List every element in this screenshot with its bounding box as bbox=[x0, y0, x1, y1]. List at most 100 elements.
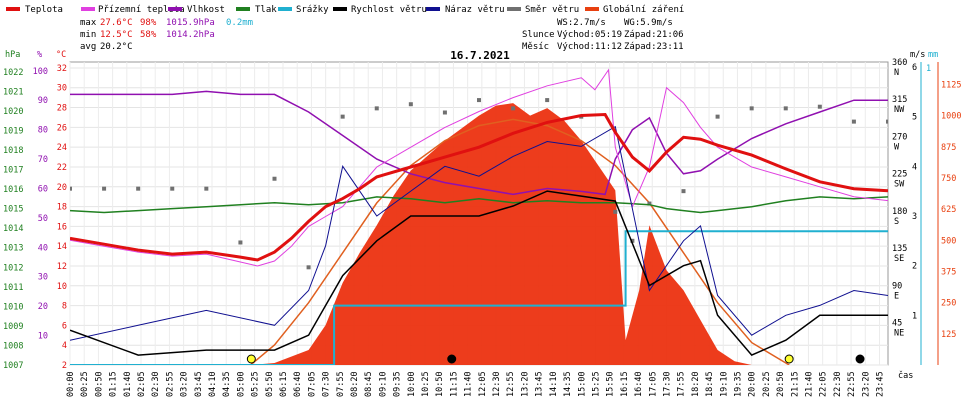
tick-time: 19:35 bbox=[733, 371, 743, 397]
legend-swatch-wind-direction bbox=[507, 7, 521, 11]
series-wind-direction-point bbox=[204, 186, 209, 191]
tick-time: 06:40 bbox=[293, 371, 303, 397]
series-wind-gust bbox=[70, 125, 888, 341]
series-humidity bbox=[70, 90, 888, 196]
tick-celsius: 32 bbox=[57, 64, 67, 74]
tick-time: 15:00 bbox=[577, 371, 587, 397]
tick-celsius: 2 bbox=[62, 361, 67, 371]
tick-percent: 10 bbox=[38, 332, 48, 342]
series-radiation bbox=[70, 103, 888, 365]
legend-pressure: Tlak bbox=[236, 5, 277, 15]
tick-wm2: 875 bbox=[941, 143, 956, 153]
axis-unit-hpa: hPa bbox=[5, 50, 20, 60]
stat-max-label: max bbox=[80, 18, 97, 28]
legend-swatch-radiation bbox=[585, 7, 599, 11]
tick-time: 10:25 bbox=[421, 371, 431, 397]
axis-unit-celsius: °C bbox=[56, 50, 66, 60]
tick-hpa: 1018 bbox=[3, 146, 23, 156]
series-wind-direction-point bbox=[408, 102, 413, 107]
stat-min-label: min bbox=[80, 30, 96, 40]
tick-celsius: 14 bbox=[57, 242, 67, 252]
legend-swatch-rain bbox=[278, 7, 292, 11]
tick-time: 09:35 bbox=[393, 371, 403, 397]
tick-time: 09:10 bbox=[378, 371, 388, 397]
tick-direction-deg: 225 bbox=[892, 170, 907, 180]
stat-avg-label: avg bbox=[80, 42, 96, 52]
tick-direction-name: E bbox=[894, 291, 899, 301]
tick-percent: 60 bbox=[38, 184, 48, 194]
tick-mm: 1 bbox=[926, 64, 931, 74]
tick-celsius: 16 bbox=[57, 222, 67, 232]
series-rain bbox=[70, 230, 888, 365]
tick-hpa: 1014 bbox=[3, 224, 23, 234]
tick-direction-deg: 315 bbox=[892, 95, 907, 105]
legend-label-pressure: Tlak bbox=[255, 5, 277, 15]
tick-time: 03:20 bbox=[180, 371, 190, 397]
tick-time: 04:10 bbox=[208, 371, 218, 397]
tick-time: 19:10 bbox=[719, 371, 729, 397]
stats-block: max 27.6°C 98% 1015.9hPa 0.2mm min 12.5°… bbox=[80, 18, 253, 52]
tick-wm2: 125 bbox=[941, 330, 956, 340]
series-wind-direction-point bbox=[783, 106, 788, 111]
tick-hpa: 1007 bbox=[3, 361, 23, 371]
stat-min-temp: 12.5°C bbox=[100, 30, 133, 40]
tick-direction-deg: 270 bbox=[892, 132, 907, 142]
axis-unit-mm: mm bbox=[928, 50, 938, 60]
tick-time: 11:40 bbox=[464, 371, 474, 397]
series-wind-direction-point bbox=[630, 238, 635, 243]
marker-sunrise bbox=[246, 354, 256, 364]
series-wind-direction-point bbox=[136, 186, 141, 191]
info-moonset: Západ:23:11 bbox=[624, 42, 684, 52]
series-wind-direction-point bbox=[340, 114, 345, 119]
tick-time: 02:55 bbox=[165, 371, 175, 397]
legend: Teplota Přízemní teplota Vlhkost Tlak Sr… bbox=[6, 5, 684, 15]
info-wg: WG:5.9m/s bbox=[624, 18, 673, 28]
tick-time: 01:15 bbox=[109, 371, 119, 397]
tick-percent: 90 bbox=[38, 96, 48, 106]
series-wind-direction-point bbox=[613, 209, 618, 214]
info-moon: Měsíc bbox=[522, 42, 549, 52]
tick-time: 21:15 bbox=[790, 371, 800, 397]
stat-min-press: 1014.2hPa bbox=[166, 30, 215, 40]
info-sun: Slunce bbox=[522, 30, 555, 40]
legend-swatch-humidity bbox=[168, 7, 182, 11]
axis-unit-percent: % bbox=[37, 50, 42, 60]
tick-wm2: 625 bbox=[941, 205, 956, 215]
tick-ms: 6 bbox=[912, 63, 917, 73]
tick-time: 01:40 bbox=[123, 371, 133, 397]
legend-swatch-wind-gust bbox=[426, 7, 440, 11]
series-wind-direction-point bbox=[681, 189, 686, 194]
series-wind-direction-point bbox=[238, 240, 243, 245]
tick-hpa: 1009 bbox=[3, 322, 23, 332]
legend-wind-speed: Rychlost větru bbox=[333, 5, 427, 15]
tick-time: 14:35 bbox=[563, 371, 573, 397]
tick-ms: 1 bbox=[912, 311, 917, 321]
tick-time: 18:45 bbox=[705, 371, 715, 397]
legend-label-radiation: Globální záření bbox=[603, 5, 684, 15]
tick-wm2: 1000 bbox=[941, 112, 961, 122]
tick-time: 00:50 bbox=[94, 371, 104, 397]
tick-time: 21:40 bbox=[804, 371, 814, 397]
chart-title: 16.7.2021 bbox=[450, 49, 510, 62]
tick-time: 11:15 bbox=[449, 371, 459, 397]
legend-label-wind-speed: Rychlost větru bbox=[351, 5, 427, 15]
legend-label-temperature: Teplota bbox=[25, 5, 63, 15]
plot-area: 1007100810091010101110121013101410151016… bbox=[3, 58, 961, 397]
series-wind-direction-point bbox=[102, 186, 107, 191]
series-ground-temperature bbox=[70, 68, 888, 267]
tick-wm2: 375 bbox=[941, 267, 956, 277]
series-wind-direction-point bbox=[545, 98, 550, 103]
tick-direction-deg: 135 bbox=[892, 244, 907, 254]
series-wind-direction-point bbox=[70, 186, 72, 191]
tick-direction-name: NW bbox=[894, 105, 905, 115]
tick-time: 12:05 bbox=[478, 371, 488, 397]
tick-direction-name: SE bbox=[894, 254, 904, 264]
legend-rain: Srážky bbox=[278, 5, 329, 15]
tick-direction-deg: 180 bbox=[892, 207, 907, 217]
tick-percent: 70 bbox=[38, 155, 48, 165]
marker-sunset bbox=[784, 354, 794, 364]
series-wind-direction-point bbox=[817, 104, 822, 109]
tick-time: 00:00 bbox=[66, 371, 76, 397]
legend-label-rain: Srážky bbox=[296, 5, 329, 15]
